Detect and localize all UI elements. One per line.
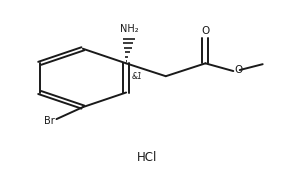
Text: NH₂: NH₂ [120,24,138,34]
Text: O: O [235,65,243,75]
Text: Br: Br [44,116,55,126]
Text: HCl: HCl [137,151,158,164]
Text: &1: &1 [131,72,142,81]
Text: O: O [201,26,209,35]
